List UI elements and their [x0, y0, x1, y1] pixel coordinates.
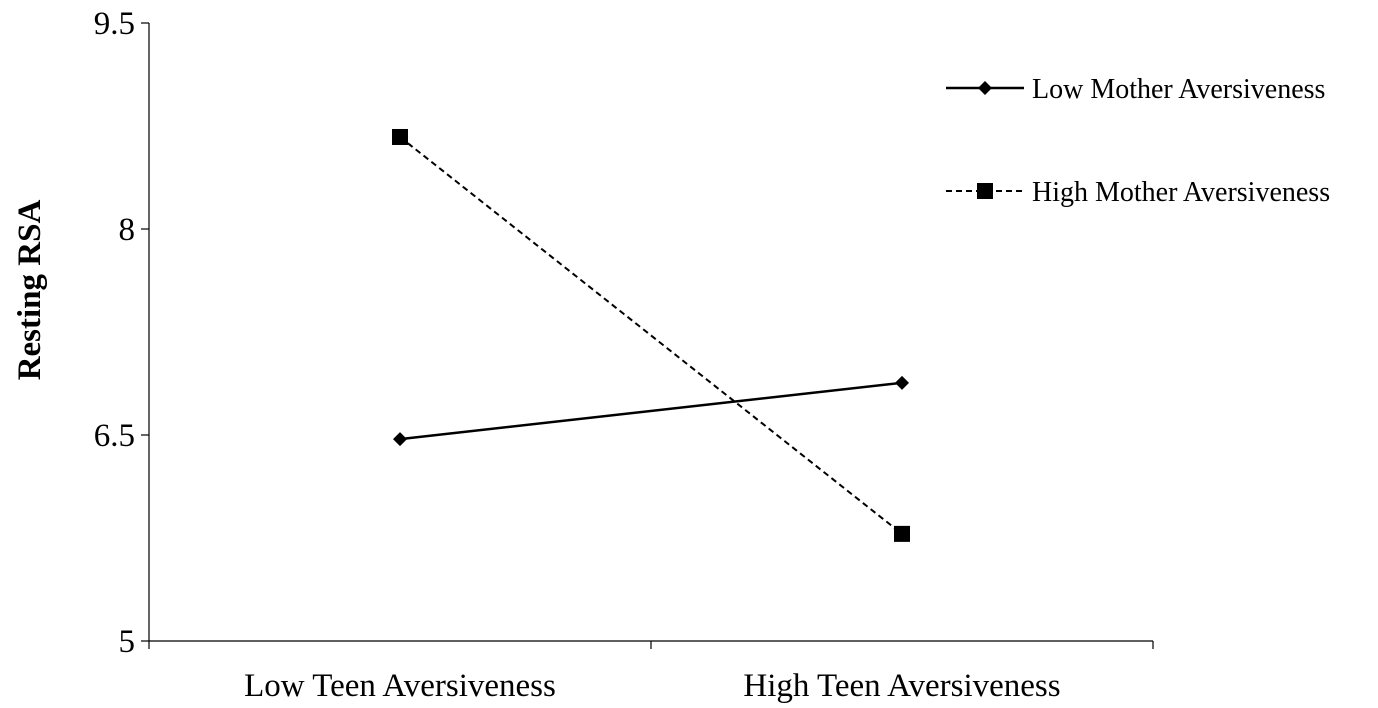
legend-item: High Mother Aversiveness [946, 177, 1330, 208]
x-category-label: Low Teen Aversiveness [244, 668, 556, 704]
diamond-marker [895, 375, 909, 390]
diamond-marker [393, 432, 407, 447]
y-tick-label: 8 [119, 212, 136, 248]
legend-square-marker [977, 183, 993, 199]
legend-label: Low Mother Aversiveness [1032, 74, 1325, 105]
legend-diamond-marker [978, 81, 992, 95]
y-tick-labels: 5 6.5 8 9.5 [94, 6, 135, 660]
series-2 [392, 128, 910, 542]
legend-label: High Mother Aversiveness [1032, 177, 1330, 208]
series-line [399, 381, 903, 441]
legend: Low Mother Aversiveness High Mother Avers… [946, 74, 1330, 208]
y-tick-label: 6.5 [94, 418, 135, 454]
square-marker [392, 128, 408, 145]
y-axis-title: Resting RSA [12, 200, 48, 381]
series-group [392, 128, 910, 542]
series-line [399, 136, 903, 535]
y-tick-label: 9.5 [94, 6, 135, 42]
x-category-label: High Teen Aversiveness [743, 668, 1060, 704]
series-1 [393, 375, 909, 447]
x-category-labels: Low Teen Aversiveness High Teen Aversiven… [244, 668, 1060, 704]
axes [141, 22, 1154, 649]
y-tick-label: 5 [119, 624, 136, 660]
square-marker [894, 525, 910, 542]
legend-item: Low Mother Aversiveness [946, 74, 1325, 105]
